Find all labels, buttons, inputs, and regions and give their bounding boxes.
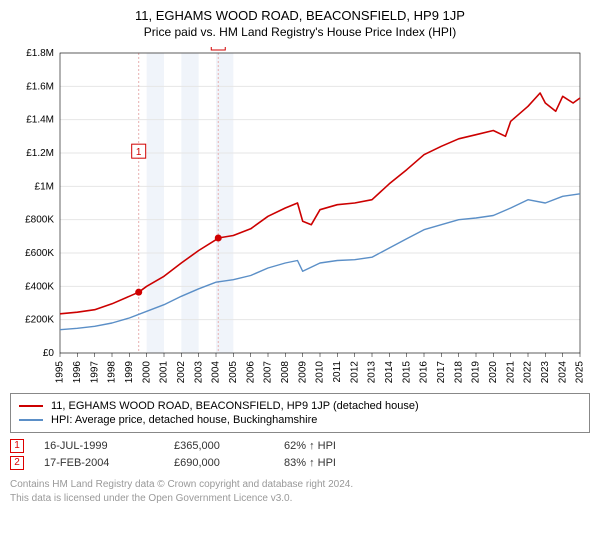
svg-text:2019: 2019 — [471, 361, 482, 384]
svg-text:2009: 2009 — [297, 361, 308, 384]
svg-text:1995: 1995 — [55, 361, 66, 384]
sale-date: 17-FEB-2004 — [44, 457, 154, 469]
svg-text:2021: 2021 — [505, 361, 516, 384]
svg-text:2002: 2002 — [176, 361, 187, 384]
table-row: 1 16-JUL-1999 £365,000 62% ↑ HPI — [10, 439, 590, 453]
svg-text:2005: 2005 — [228, 361, 239, 384]
sale-price: £365,000 — [174, 440, 264, 452]
svg-text:2: 2 — [215, 47, 221, 50]
svg-text:£400K: £400K — [25, 281, 54, 292]
svg-text:£200K: £200K — [25, 315, 54, 326]
svg-text:2004: 2004 — [211, 361, 222, 384]
svg-text:1996: 1996 — [72, 361, 83, 384]
footer-line: Contains HM Land Registry data © Crown c… — [10, 478, 590, 492]
svg-text:2023: 2023 — [540, 361, 551, 384]
svg-text:1997: 1997 — [89, 361, 100, 384]
legend: 11, EGHAMS WOOD ROAD, BEACONSFIELD, HP9 … — [10, 393, 590, 433]
svg-text:2014: 2014 — [384, 361, 395, 384]
svg-text:1999: 1999 — [124, 361, 135, 384]
svg-text:2003: 2003 — [193, 361, 204, 384]
svg-text:2022: 2022 — [523, 361, 534, 384]
svg-text:2024: 2024 — [557, 361, 568, 384]
legend-item: HPI: Average price, detached house, Buck… — [19, 414, 581, 426]
legend-swatch-hpi — [19, 419, 43, 421]
svg-text:2006: 2006 — [245, 361, 256, 384]
footer: Contains HM Land Registry data © Crown c… — [10, 478, 590, 505]
svg-text:£800K: £800K — [25, 215, 54, 226]
svg-text:2013: 2013 — [367, 361, 378, 384]
sale-hpi: 83% ↑ HPI — [284, 457, 394, 469]
svg-text:2001: 2001 — [159, 361, 170, 384]
footer-line: This data is licensed under the Open Gov… — [10, 492, 590, 506]
legend-label: 11, EGHAMS WOOD ROAD, BEACONSFIELD, HP9 … — [51, 400, 419, 412]
svg-text:£1.4M: £1.4M — [26, 115, 54, 126]
legend-item: 11, EGHAMS WOOD ROAD, BEACONSFIELD, HP9 … — [19, 400, 581, 412]
svg-text:2020: 2020 — [488, 361, 499, 384]
svg-text:£1.2M: £1.2M — [26, 148, 54, 159]
svg-text:£600K: £600K — [25, 248, 54, 259]
svg-text:1998: 1998 — [107, 361, 118, 384]
sale-marker-icon: 2 — [10, 456, 24, 470]
sale-date: 16-JUL-1999 — [44, 440, 154, 452]
table-row: 2 17-FEB-2004 £690,000 83% ↑ HPI — [10, 456, 590, 470]
svg-text:2015: 2015 — [401, 361, 412, 384]
svg-text:1: 1 — [136, 147, 142, 158]
svg-text:2017: 2017 — [436, 361, 447, 384]
svg-text:2016: 2016 — [419, 361, 430, 384]
sale-price: £690,000 — [174, 457, 264, 469]
price-chart: £0 £200K £400K £600K £800K £1M £1.2M £1.4M £1.6M… — [10, 47, 590, 387]
legend-label: HPI: Average price, detached house, Buck… — [51, 414, 317, 426]
page-subtitle: Price paid vs. HM Land Registry's House … — [10, 25, 590, 39]
svg-text:2018: 2018 — [453, 361, 464, 384]
chart-svg: £0 £200K £400K £600K £800K £1M £1.2M £1.4M £1.6M… — [10, 47, 590, 387]
svg-text:£1.6M: £1.6M — [26, 81, 54, 92]
svg-text:2025: 2025 — [575, 361, 586, 384]
svg-text:2008: 2008 — [280, 361, 291, 384]
sale-hpi: 62% ↑ HPI — [284, 440, 394, 452]
svg-text:£1M: £1M — [35, 181, 54, 192]
legend-swatch-property — [19, 405, 43, 407]
svg-text:2011: 2011 — [332, 361, 343, 383]
sales-table: 1 16-JUL-1999 £365,000 62% ↑ HPI 2 17-FE… — [10, 439, 590, 470]
sale-marker-icon: 1 — [10, 439, 24, 453]
svg-text:2000: 2000 — [141, 361, 152, 384]
svg-text:2012: 2012 — [349, 361, 360, 384]
svg-text:2007: 2007 — [263, 361, 274, 384]
svg-text:£1.8M: £1.8M — [26, 48, 54, 59]
page-title: 11, EGHAMS WOOD ROAD, BEACONSFIELD, HP9 … — [10, 8, 590, 23]
svg-text:£0: £0 — [43, 348, 55, 359]
svg-text:2010: 2010 — [315, 361, 326, 384]
